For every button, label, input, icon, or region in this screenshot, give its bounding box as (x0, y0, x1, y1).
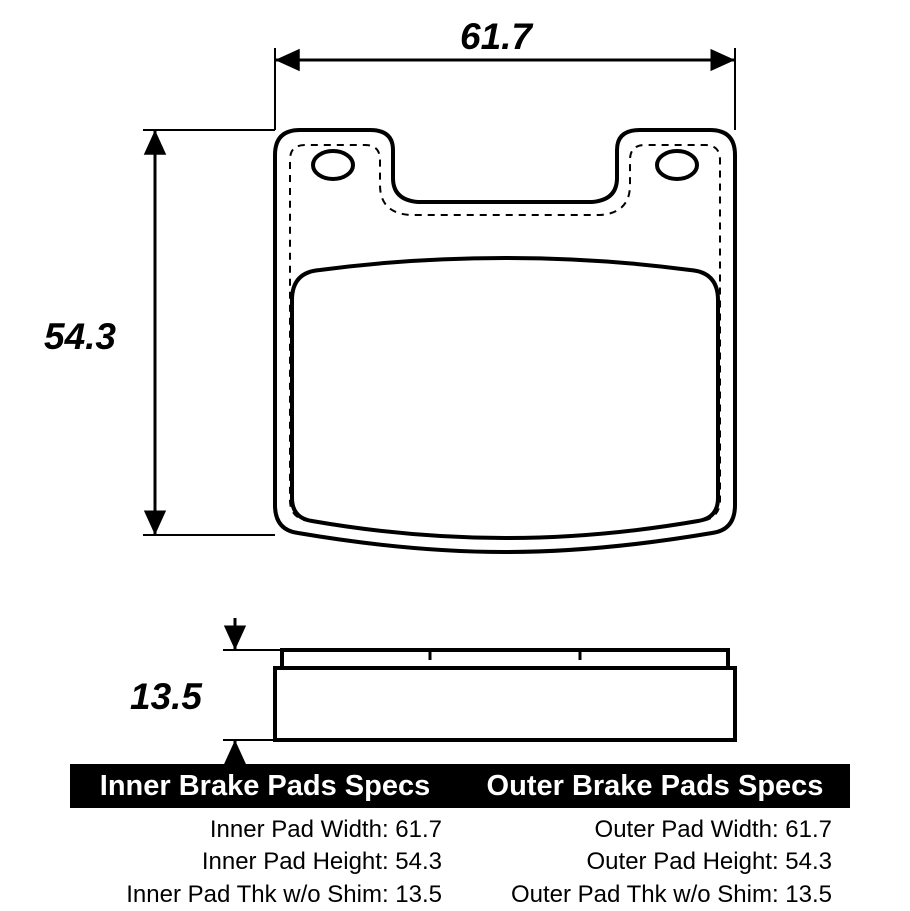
spec-header-outer: Outer Brake Pads Specs (460, 770, 850, 803)
spec-inner-thk: Inner Pad Thk w/o Shim: 13.5 (126, 879, 442, 911)
dim-width-label: 61.7 (460, 16, 532, 58)
spec-header-inner: Inner Brake Pads Specs (70, 770, 460, 803)
dim-height-label: 54.3 (44, 316, 116, 358)
spec-header: Inner Brake Pads Specs Outer Brake Pads … (70, 764, 850, 808)
spec-inner-width: Inner Pad Width: 61.7 (210, 814, 442, 846)
spec-outer-thk: Outer Pad Thk w/o Shim: 13.5 (511, 879, 832, 911)
spec-inner-height: Inner Pad Height: 54.3 (202, 846, 442, 878)
brake-pad-side-view (275, 650, 735, 740)
spec-table: Inner Pad Width: 61.7 Inner Pad Height: … (70, 814, 850, 911)
dim-thickness-label: 13.5 (130, 676, 202, 718)
brake-pad-front-view (275, 130, 735, 552)
spec-outer-height: Outer Pad Height: 54.3 (587, 846, 832, 878)
spec-col-outer: Outer Pad Width: 61.7 Outer Pad Height: … (460, 814, 850, 911)
spec-outer-width: Outer Pad Width: 61.7 (595, 814, 832, 846)
dim-width (275, 48, 735, 130)
dim-height (143, 130, 275, 535)
spec-col-inner: Inner Pad Width: 61.7 Inner Pad Height: … (70, 814, 460, 911)
